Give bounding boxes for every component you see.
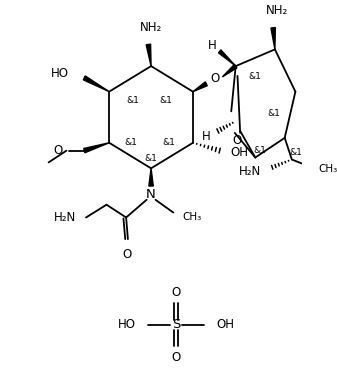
Text: O: O bbox=[233, 134, 242, 147]
Polygon shape bbox=[218, 50, 236, 66]
Polygon shape bbox=[149, 168, 153, 186]
Text: O: O bbox=[54, 144, 63, 157]
Text: S: S bbox=[172, 318, 180, 331]
Text: N: N bbox=[146, 188, 156, 201]
Text: &1: &1 bbox=[145, 154, 157, 163]
Text: &1: &1 bbox=[248, 72, 261, 81]
Text: &1: &1 bbox=[127, 96, 140, 105]
Text: H₂N: H₂N bbox=[239, 165, 262, 178]
Text: H₂N: H₂N bbox=[54, 211, 76, 224]
Polygon shape bbox=[146, 44, 151, 66]
Text: &1: &1 bbox=[268, 109, 280, 118]
Text: &1: &1 bbox=[160, 96, 173, 105]
Text: H: H bbox=[208, 39, 217, 52]
Text: HO: HO bbox=[118, 318, 136, 331]
Text: H: H bbox=[202, 131, 211, 143]
Text: HO: HO bbox=[51, 67, 69, 80]
Text: &1: &1 bbox=[162, 138, 175, 147]
Text: &1: &1 bbox=[253, 146, 266, 155]
Text: &1: &1 bbox=[124, 138, 137, 147]
Polygon shape bbox=[222, 64, 237, 77]
Text: CH₃: CH₃ bbox=[182, 213, 202, 223]
Polygon shape bbox=[193, 82, 207, 92]
Text: O: O bbox=[172, 286, 181, 299]
Text: NH₂: NH₂ bbox=[140, 21, 162, 33]
Text: CH₃: CH₃ bbox=[318, 164, 337, 174]
Polygon shape bbox=[271, 28, 275, 49]
Polygon shape bbox=[83, 76, 109, 92]
Polygon shape bbox=[84, 143, 109, 153]
Text: OH: OH bbox=[231, 146, 248, 159]
Text: O: O bbox=[211, 72, 220, 85]
Text: OH: OH bbox=[216, 318, 234, 331]
Text: NH₂: NH₂ bbox=[266, 4, 288, 17]
Text: O: O bbox=[172, 351, 181, 363]
Text: &1: &1 bbox=[289, 148, 302, 157]
Text: O: O bbox=[122, 248, 132, 261]
